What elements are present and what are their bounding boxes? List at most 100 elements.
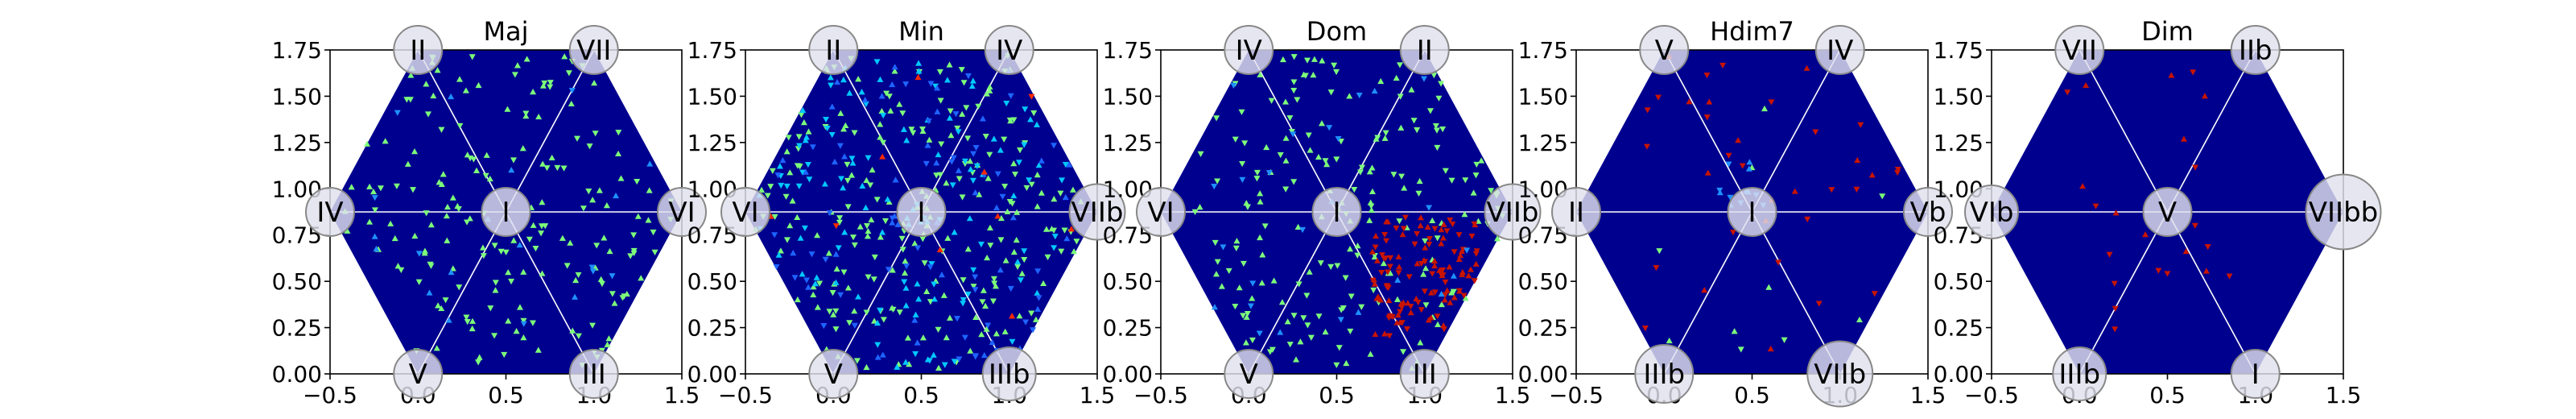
data-point [1348, 293, 1355, 300]
x-tick-label: 1.5 [664, 382, 700, 409]
data-point [463, 314, 470, 321]
data-point [1241, 140, 1249, 147]
data-point [364, 140, 371, 147]
node-label: I [1332, 197, 1340, 229]
data-point [967, 347, 974, 354]
data-point [758, 186, 766, 193]
y-tick-label: 0.00 [1934, 361, 1984, 388]
data-point [1438, 290, 1445, 297]
data-point [877, 134, 884, 140]
data-point [978, 331, 985, 338]
data-point [1299, 226, 1307, 234]
data-point [1427, 314, 1435, 321]
data-point [1431, 226, 1439, 232]
data-point [423, 210, 430, 217]
data-point [1236, 284, 1243, 291]
y-tick-label: 0.25 [687, 315, 737, 342]
data-point [2141, 231, 2149, 238]
data-point [958, 67, 965, 73]
data-point [1051, 234, 1059, 240]
data-point [1034, 305, 1042, 312]
data-point [1040, 280, 1047, 287]
data-point [1455, 232, 1463, 239]
data-point [1765, 284, 1773, 290]
data-point [1354, 252, 1361, 259]
data-point [775, 251, 782, 258]
data-point [985, 322, 992, 329]
data-point [786, 222, 794, 229]
data-point [795, 143, 803, 149]
data-point [1436, 267, 1443, 273]
data-point [796, 164, 803, 170]
data-point [423, 81, 430, 87]
data-point [1401, 185, 1408, 191]
data-point [844, 161, 851, 168]
data-point [1259, 251, 1266, 258]
data-point [982, 134, 989, 140]
node-label: VIIb [1071, 197, 1124, 229]
data-point [444, 237, 451, 243]
data-point [393, 183, 400, 189]
x-tick-label: 0.5 [1319, 382, 1355, 409]
data-point [785, 135, 792, 141]
data-point [1408, 86, 1415, 93]
data-point [889, 81, 896, 88]
node-vii: VII [2054, 25, 2105, 75]
data-point [1279, 56, 1286, 63]
data-point [541, 80, 548, 87]
data-point [947, 108, 954, 114]
data-point [427, 222, 435, 228]
data-point [1366, 168, 1373, 175]
data-point [1387, 255, 1394, 262]
data-point [844, 284, 852, 291]
chart-panel-maj: −0.50.00.51.01.50.000.250.500.751.001.25… [272, 16, 707, 409]
data-point [456, 122, 464, 130]
data-point [900, 126, 907, 132]
data-point [1278, 299, 1286, 305]
data-point [886, 93, 893, 100]
data-point [1761, 105, 1768, 112]
data-point [799, 106, 807, 114]
data-point [1355, 309, 1362, 315]
data-point [1781, 337, 1788, 343]
node-circle [808, 25, 859, 75]
data-point [1462, 177, 1469, 184]
data-point [804, 161, 811, 168]
data-point [1367, 351, 1374, 357]
data-point [1211, 304, 1218, 310]
data-point [1372, 330, 1379, 338]
data-point [1307, 334, 1315, 341]
data-point [1211, 184, 1218, 190]
data-point [777, 247, 784, 254]
data-point [1434, 313, 1441, 320]
data-point [1270, 277, 1278, 284]
x-tick-label: −0.5 [1549, 382, 1604, 409]
node-i: I [896, 187, 947, 237]
data-point [1001, 136, 1008, 143]
data-point [486, 175, 493, 182]
data-point [1067, 226, 1075, 232]
node-circle [1484, 183, 1542, 241]
node-label: VII [2062, 35, 2097, 67]
node-label: IV [316, 197, 343, 229]
data-point [539, 82, 547, 89]
data-point [986, 87, 993, 93]
data-point [1435, 321, 1442, 327]
data-point [1439, 234, 1447, 241]
chart-panel-hdim7: −0.50.00.51.01.50.000.250.500.751.001.25… [1518, 16, 1953, 409]
data-point [894, 363, 901, 370]
node-ii: II [808, 25, 859, 75]
data-point [1066, 161, 1073, 168]
data-point [398, 267, 405, 273]
data-point [953, 316, 960, 322]
chart-title: Dom [1307, 16, 1367, 47]
data-point [1009, 214, 1017, 221]
data-point [803, 277, 811, 284]
data-point [979, 299, 986, 305]
node-circle [481, 187, 531, 237]
node-label: I [917, 197, 925, 229]
data-point [1701, 287, 1708, 293]
data-point [946, 314, 953, 321]
data-point [568, 100, 575, 107]
data-point [1290, 313, 1298, 319]
